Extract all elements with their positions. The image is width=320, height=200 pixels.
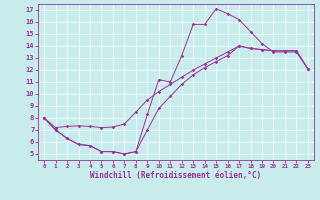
X-axis label: Windchill (Refroidissement éolien,°C): Windchill (Refroidissement éolien,°C) — [91, 171, 261, 180]
